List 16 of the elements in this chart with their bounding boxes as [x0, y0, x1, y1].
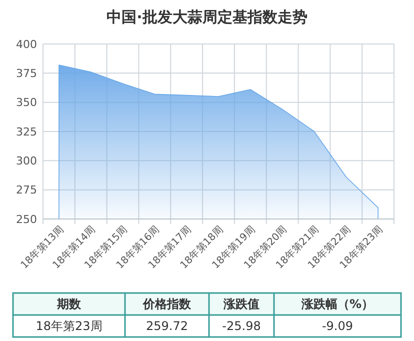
text: 期数	[56, 297, 82, 312]
text: -9.09	[322, 319, 354, 334]
text: 价格指数	[142, 297, 192, 312]
y-tick-label: 400	[16, 38, 37, 51]
text: 涨跌幅（%）	[300, 297, 374, 312]
y-tick-label: 300	[16, 154, 37, 168]
text: 涨跌值	[222, 297, 260, 312]
y-tick-label: 250	[16, 212, 37, 226]
chart-title: 中国·批发大蒜周定基指数走势	[106, 8, 308, 26]
text: 18年第23周	[36, 319, 102, 334]
text: 259.72	[146, 319, 188, 334]
y-tick-label: 275	[16, 184, 37, 197]
y-tick-label: 375	[16, 67, 37, 80]
y-tick-label: 350	[16, 96, 37, 110]
y-tick-label: 325	[16, 125, 37, 138]
text: -25.98	[222, 319, 261, 334]
